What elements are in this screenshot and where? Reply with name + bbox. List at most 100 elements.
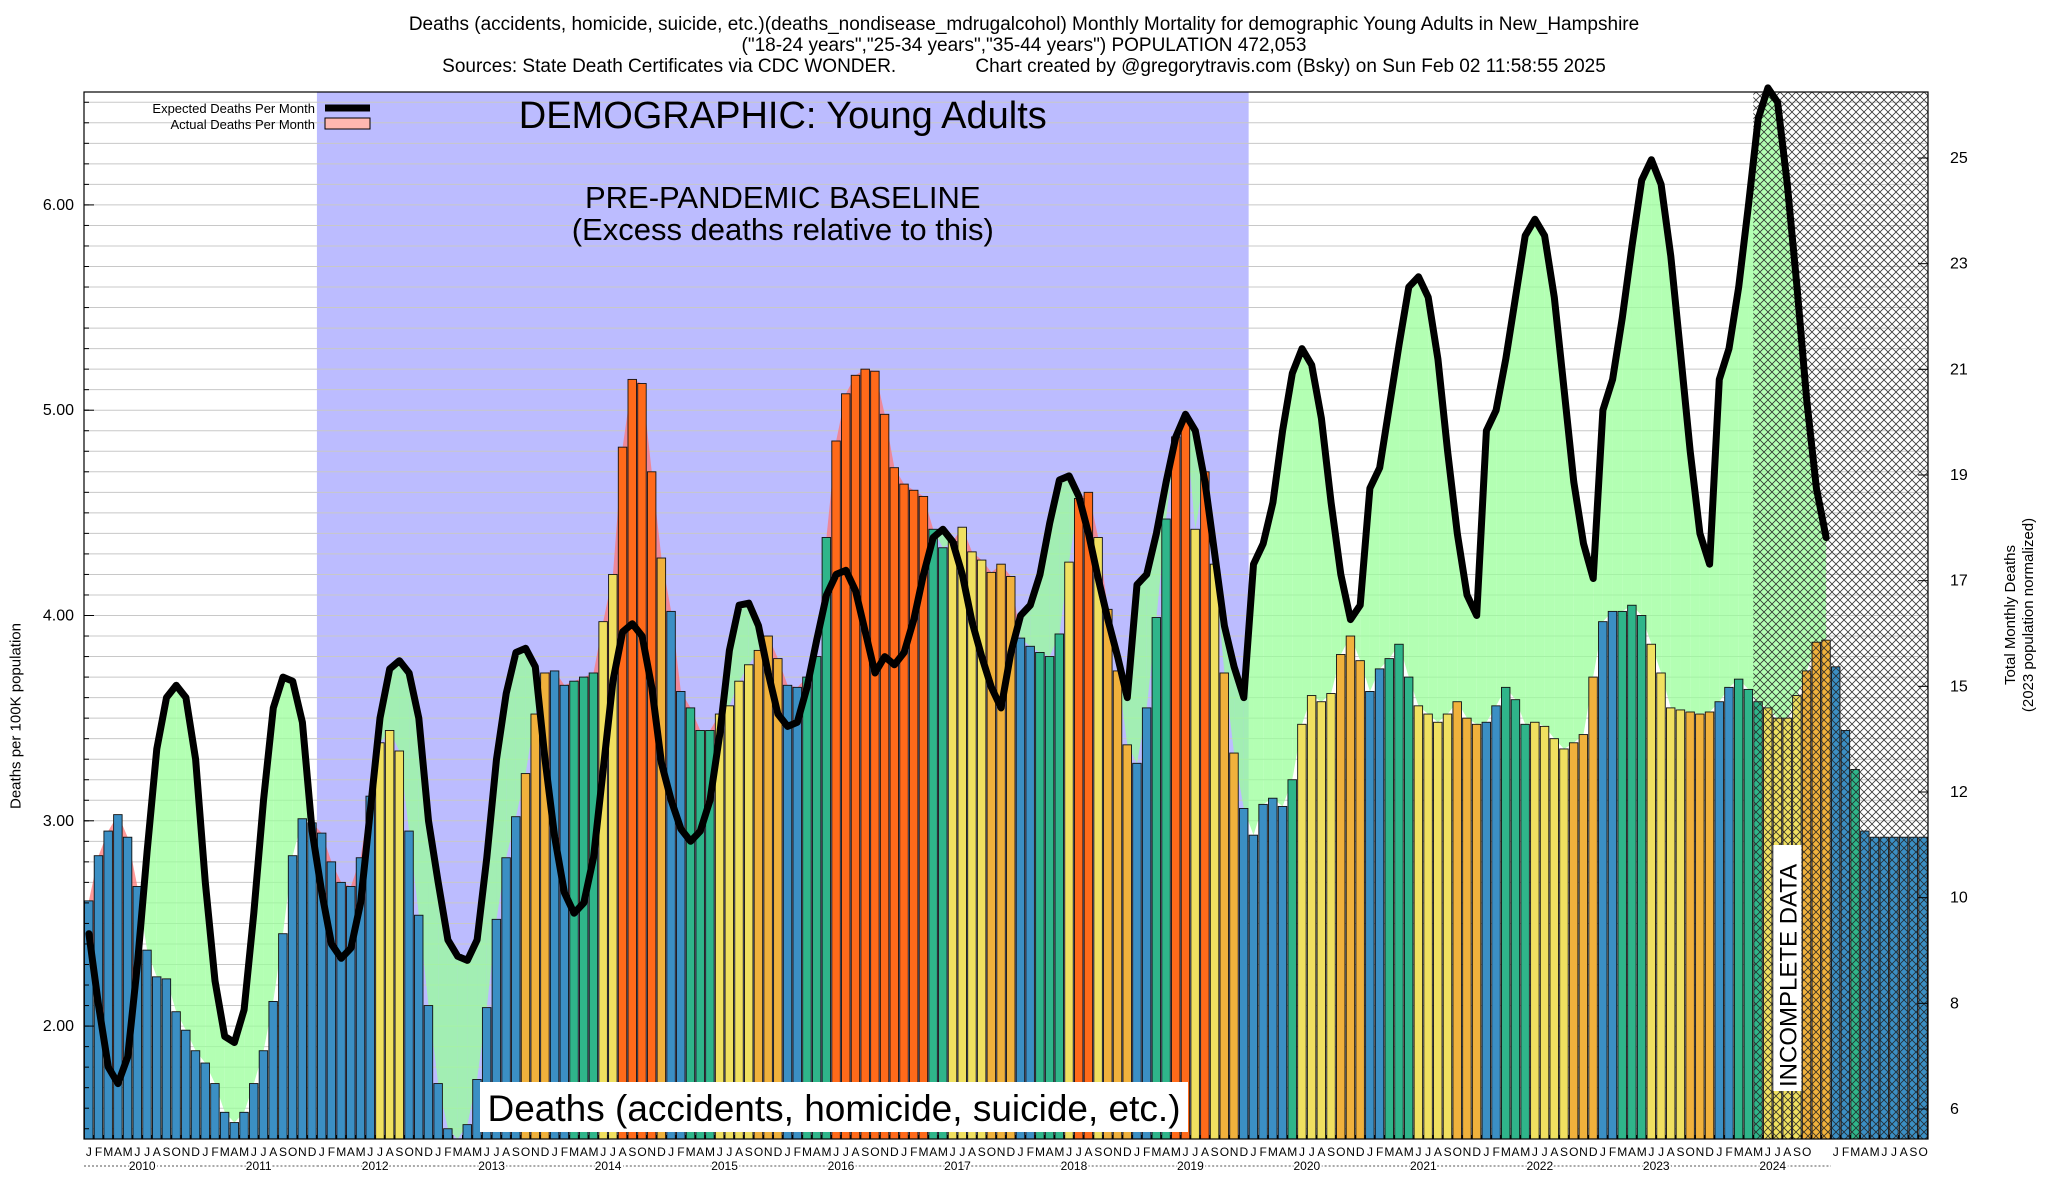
expected-deaths-line bbox=[85, 84, 1830, 1088]
excess-area bbox=[1331, 502, 1341, 694]
actual-bar bbox=[1403, 676, 1414, 1140]
actual-bar bbox=[1015, 637, 1026, 1140]
actual-bar bbox=[1588, 676, 1598, 1140]
x-month-label: A bbox=[230, 1145, 238, 1159]
x-month-label: D bbox=[424, 1145, 433, 1159]
actual-bar bbox=[1617, 610, 1627, 1140]
x-month-label: D bbox=[1007, 1145, 1016, 1159]
actual-bar bbox=[1491, 705, 1501, 1140]
x-year-label: 2014 bbox=[595, 1159, 622, 1173]
x-month-label: F bbox=[1143, 1145, 1150, 1159]
x-month-label: J bbox=[843, 1145, 849, 1159]
x-month-label: M bbox=[1870, 1145, 1880, 1159]
x-month-label: N bbox=[298, 1145, 307, 1159]
x-month-label: D bbox=[541, 1145, 550, 1159]
actual-bar bbox=[1423, 713, 1433, 1140]
actual-bar bbox=[326, 861, 337, 1140]
x-month-label: J bbox=[367, 1145, 373, 1159]
actual-bar bbox=[1627, 604, 1637, 1140]
x-month-label: F bbox=[561, 1145, 568, 1159]
x-month-label: A bbox=[1900, 1145, 1908, 1159]
actual-bar bbox=[1704, 711, 1715, 1140]
baseline-sublabel: (Excess deaths relative to this) bbox=[572, 212, 994, 247]
y2-tick-label: 25 bbox=[1950, 150, 1968, 167]
actual-bar bbox=[1025, 645, 1035, 1140]
x-month-label: M bbox=[589, 1145, 599, 1159]
excess-area bbox=[1602, 379, 1613, 622]
x-month-label: A bbox=[1317, 1145, 1325, 1159]
x-month-label: S bbox=[1211, 1145, 1219, 1159]
excess-area bbox=[447, 939, 458, 1139]
actual-bar bbox=[744, 664, 754, 1140]
actual-bar bbox=[1083, 491, 1094, 1140]
x-month-label: A bbox=[696, 1145, 704, 1159]
x-month-label: A bbox=[1861, 1145, 1869, 1159]
actual-bar bbox=[637, 383, 647, 1140]
actual-bar bbox=[1336, 654, 1346, 1140]
actual-bar bbox=[841, 393, 851, 1140]
x-month-label: M bbox=[1520, 1145, 1530, 1159]
x-month-label: M bbox=[1384, 1145, 1394, 1159]
x-month-label: N bbox=[880, 1145, 889, 1159]
x-month-label: A bbox=[1395, 1145, 1403, 1159]
actual-bar bbox=[1559, 748, 1569, 1140]
actual-bar bbox=[249, 1083, 259, 1140]
x-month-label: J bbox=[600, 1145, 606, 1159]
x-month-label: A bbox=[1434, 1145, 1442, 1159]
x-month-label: J bbox=[134, 1145, 140, 1159]
x-year-label: 2020 bbox=[1294, 1159, 1321, 1173]
x-month-label: D bbox=[774, 1145, 783, 1159]
x-month-label: A bbox=[463, 1145, 471, 1159]
actual-bar bbox=[113, 814, 123, 1140]
actual-bar bbox=[239, 1111, 249, 1140]
x-month-label: S bbox=[1094, 1145, 1102, 1159]
excess-area bbox=[1651, 159, 1662, 673]
actual-bar bbox=[646, 471, 657, 1140]
actual-bar bbox=[151, 976, 162, 1140]
x-month-label: J bbox=[1658, 1145, 1664, 1159]
actual-bar bbox=[879, 413, 890, 1140]
x-month-label: J bbox=[1648, 1145, 1654, 1159]
actual-bar bbox=[1666, 707, 1676, 1140]
x-month-label: A bbox=[1201, 1145, 1209, 1159]
actual-bar bbox=[1151, 617, 1162, 1140]
x-month-label: J bbox=[833, 1145, 839, 1159]
excess-area bbox=[389, 660, 400, 751]
legend-actual-label: Actual Deaths Per Month bbox=[170, 117, 315, 132]
actual-bar bbox=[462, 1124, 472, 1140]
x-month-label: F bbox=[1027, 1145, 1034, 1159]
x-month-label: M bbox=[1151, 1145, 1161, 1159]
x-month-label: M bbox=[1734, 1145, 1744, 1159]
excess-area bbox=[1641, 159, 1652, 645]
x-month-label: J bbox=[1076, 1145, 1082, 1159]
actual-bar bbox=[1219, 672, 1229, 1140]
actual-bar bbox=[384, 730, 395, 1140]
y-tick-label: 2.00 bbox=[43, 1018, 74, 1035]
excess-area bbox=[1661, 184, 1671, 708]
actual-bar bbox=[103, 830, 113, 1140]
actual-bar bbox=[986, 571, 997, 1140]
x-month-label: M bbox=[1404, 1145, 1414, 1159]
x-month-label: A bbox=[153, 1145, 161, 1159]
x-month-label: A bbox=[929, 1145, 937, 1159]
actual-bar bbox=[1520, 723, 1530, 1140]
x-month-label: S bbox=[978, 1145, 986, 1159]
x-year-label: 2010 bbox=[129, 1159, 156, 1173]
actual-bar bbox=[1598, 621, 1608, 1140]
x-month-label: F bbox=[910, 1145, 917, 1159]
actual-bar bbox=[1374, 668, 1385, 1140]
x-month-label: J bbox=[1891, 1145, 1897, 1159]
x-year-label: 2017 bbox=[944, 1159, 971, 1173]
actual-bar bbox=[811, 656, 822, 1140]
x-month-label: S bbox=[628, 1145, 636, 1159]
actual-bar bbox=[122, 836, 133, 1140]
excess-area bbox=[1534, 219, 1545, 727]
actual-bar bbox=[161, 978, 172, 1140]
actual-bar bbox=[782, 684, 793, 1140]
x-month-label: O bbox=[1686, 1145, 1695, 1159]
actual-bar bbox=[433, 1083, 443, 1140]
x-month-label: M bbox=[1753, 1145, 1763, 1159]
x-month-label: M bbox=[1501, 1145, 1511, 1159]
excess-area bbox=[1612, 317, 1623, 612]
actual-bar bbox=[1345, 635, 1356, 1140]
